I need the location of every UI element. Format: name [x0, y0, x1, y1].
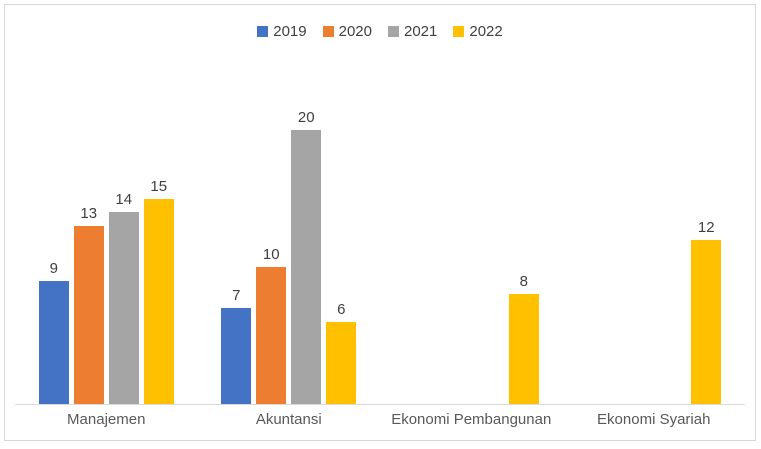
bar-slot: 14 [108, 191, 139, 404]
bar-2019-manajemen [38, 280, 69, 404]
bar-slot: 12 [691, 218, 722, 404]
bar-value-label: 6 [337, 300, 346, 318]
legend: 2019 2020 2021 2022 [5, 23, 755, 40]
bar-2019-akuntansi [221, 308, 252, 404]
bar-value-label: 10 [262, 246, 280, 263]
bar-slot: 8 [508, 273, 539, 404]
legend-item-2020: 2020 [322, 23, 372, 40]
legend-swatch-icon [388, 26, 399, 37]
legend-item-2019: 2019 [257, 23, 307, 40]
legend-label: 2019 [273, 23, 307, 40]
bar-value-label: 15 [150, 177, 168, 195]
bar-slot: 7 [221, 287, 252, 404]
bar-group-1: 7 10 20 6 [198, 65, 381, 404]
bar-value-label: 14 [115, 191, 133, 209]
bar-group-0: 9 13 14 15 [15, 65, 198, 404]
bar-value-label: 12 [697, 218, 715, 236]
legend-swatch-icon [453, 26, 465, 37]
bar-2021-manajemen [108, 212, 139, 404]
bar-value-label: 9 [49, 259, 58, 277]
category-label: Akuntansi [255, 411, 322, 428]
plot-area: 9 13 14 15 7 10 20 6 8 12 [15, 65, 745, 405]
bar-2022-akuntansi [326, 321, 357, 404]
legend-swatch-icon [322, 26, 334, 37]
bar-2021-akuntansi [291, 130, 322, 404]
category-label: Manajemen [67, 411, 146, 428]
bar-group-3: 12 [563, 65, 746, 404]
legend-item-2021: 2021 [388, 23, 437, 40]
bar-2022-manajemen [143, 198, 174, 404]
bar-slot: 20 [291, 109, 322, 404]
category-label: Ekonomi Syariah [597, 411, 711, 428]
bar-value-label: 8 [519, 273, 528, 291]
legend-label: 2021 [404, 23, 438, 40]
legend-swatch-icon [257, 26, 269, 37]
bar-slot: 6 [326, 300, 357, 404]
bar-value-label: 20 [297, 109, 315, 126]
bar-value-label: 7 [232, 287, 241, 305]
bar-2020-manajemen [73, 225, 104, 404]
legend-label: 2022 [469, 23, 503, 40]
x-axis-category-labels: Manajemen Akuntansi Ekonomi Pembangunan Eko… [15, 411, 745, 428]
bar-2020-akuntansi [256, 267, 287, 404]
bar-2022-ekonomi-syariah [691, 239, 722, 404]
legend-label: 2020 [338, 23, 372, 40]
category-label: Ekonomi Pembangunan [391, 411, 552, 428]
bar-2022-ekonomi-pembangunan [508, 294, 539, 404]
bar-slot: 13 [73, 204, 104, 404]
bar-group-2: 8 [380, 65, 563, 404]
legend-item-2022: 2022 [453, 23, 503, 40]
bar-slot: 9 [38, 259, 69, 404]
chart-frame: 2019 2020 2021 2022 9 13 14 15 7 10 20 6 8 12 Manaje… [4, 4, 756, 441]
bar-value-label: 13 [80, 204, 98, 222]
bar-slot: 15 [143, 177, 174, 404]
bar-slot: 10 [256, 246, 287, 404]
